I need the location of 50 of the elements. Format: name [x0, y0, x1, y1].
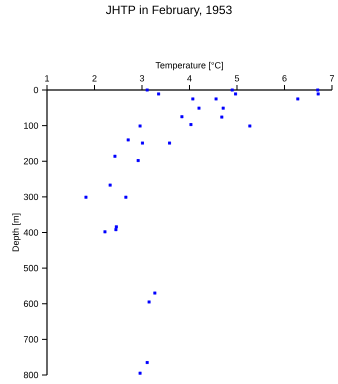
- x-tick-label: 4: [187, 75, 192, 82]
- point: [140, 142, 144, 145]
- y-tick-label: 300: [24, 194, 38, 200]
- x-tick-label: 6: [282, 75, 287, 82]
- point: [103, 230, 106, 234]
- point: [138, 372, 142, 375]
- point: [84, 196, 88, 199]
- y-tick-label: 800: [24, 372, 38, 378]
- point: [114, 225, 118, 228]
- point: [136, 159, 140, 162]
- point: [146, 88, 149, 92]
- y-axis-title: Depth [m]: [12, 214, 21, 252]
- point: [168, 142, 172, 145]
- point: [316, 88, 320, 92]
- y-tick-label: 500: [24, 264, 38, 272]
- x-tick-label: 1: [45, 75, 50, 82]
- point: [108, 184, 112, 187]
- y-tick-label: 700: [24, 336, 38, 343]
- point: [124, 196, 128, 199]
- point: [296, 97, 300, 100]
- point: [157, 92, 160, 96]
- point: [126, 138, 130, 142]
- y-tick-label: 400: [24, 229, 38, 236]
- point: [146, 361, 149, 364]
- y-tick-label: 0: [34, 86, 38, 94]
- y-tick-label: 100: [24, 122, 38, 129]
- point: [234, 92, 238, 96]
- point: [222, 106, 225, 110]
- x-tick-label: 5: [234, 75, 240, 82]
- point: [214, 97, 218, 100]
- point: [138, 124, 142, 128]
- point: [220, 116, 224, 119]
- point: [148, 300, 151, 304]
- x-tick-label: 2: [92, 75, 97, 82]
- point: [197, 106, 200, 110]
- point: [180, 115, 184, 118]
- y-tick-label: 600: [24, 300, 38, 307]
- point: [230, 88, 234, 92]
- point: [191, 97, 194, 100]
- x-tick-label: 3: [140, 75, 144, 82]
- x-tick-label: 7: [330, 75, 334, 82]
- point: [153, 292, 156, 295]
- y-tick-label: 200: [24, 158, 38, 164]
- point: [114, 228, 118, 232]
- x-axis-title: Temperature [°C]: [156, 62, 223, 70]
- chart-title: JHTP in February, 1953: [106, 5, 232, 16]
- point: [316, 92, 320, 96]
- point: [248, 124, 252, 128]
- point: [113, 154, 116, 158]
- point: [189, 123, 192, 126]
